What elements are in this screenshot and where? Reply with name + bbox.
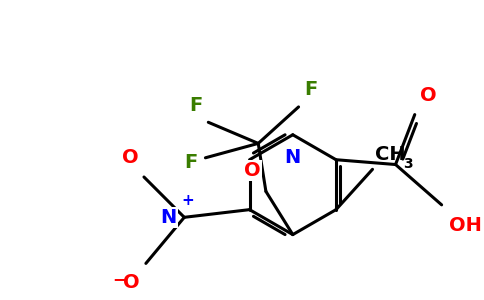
Text: N: N — [160, 208, 177, 227]
Text: OH: OH — [449, 216, 482, 236]
Text: F: F — [304, 80, 318, 99]
Text: O: O — [123, 273, 140, 292]
Text: O: O — [121, 148, 138, 167]
Text: O: O — [244, 161, 261, 180]
Text: 3: 3 — [403, 157, 413, 171]
Text: −: − — [112, 270, 126, 288]
Text: F: F — [189, 96, 203, 115]
Text: CH: CH — [376, 145, 406, 164]
Text: N: N — [285, 148, 301, 167]
Text: O: O — [420, 86, 436, 105]
Text: +: + — [182, 193, 195, 208]
Text: F: F — [184, 153, 198, 172]
